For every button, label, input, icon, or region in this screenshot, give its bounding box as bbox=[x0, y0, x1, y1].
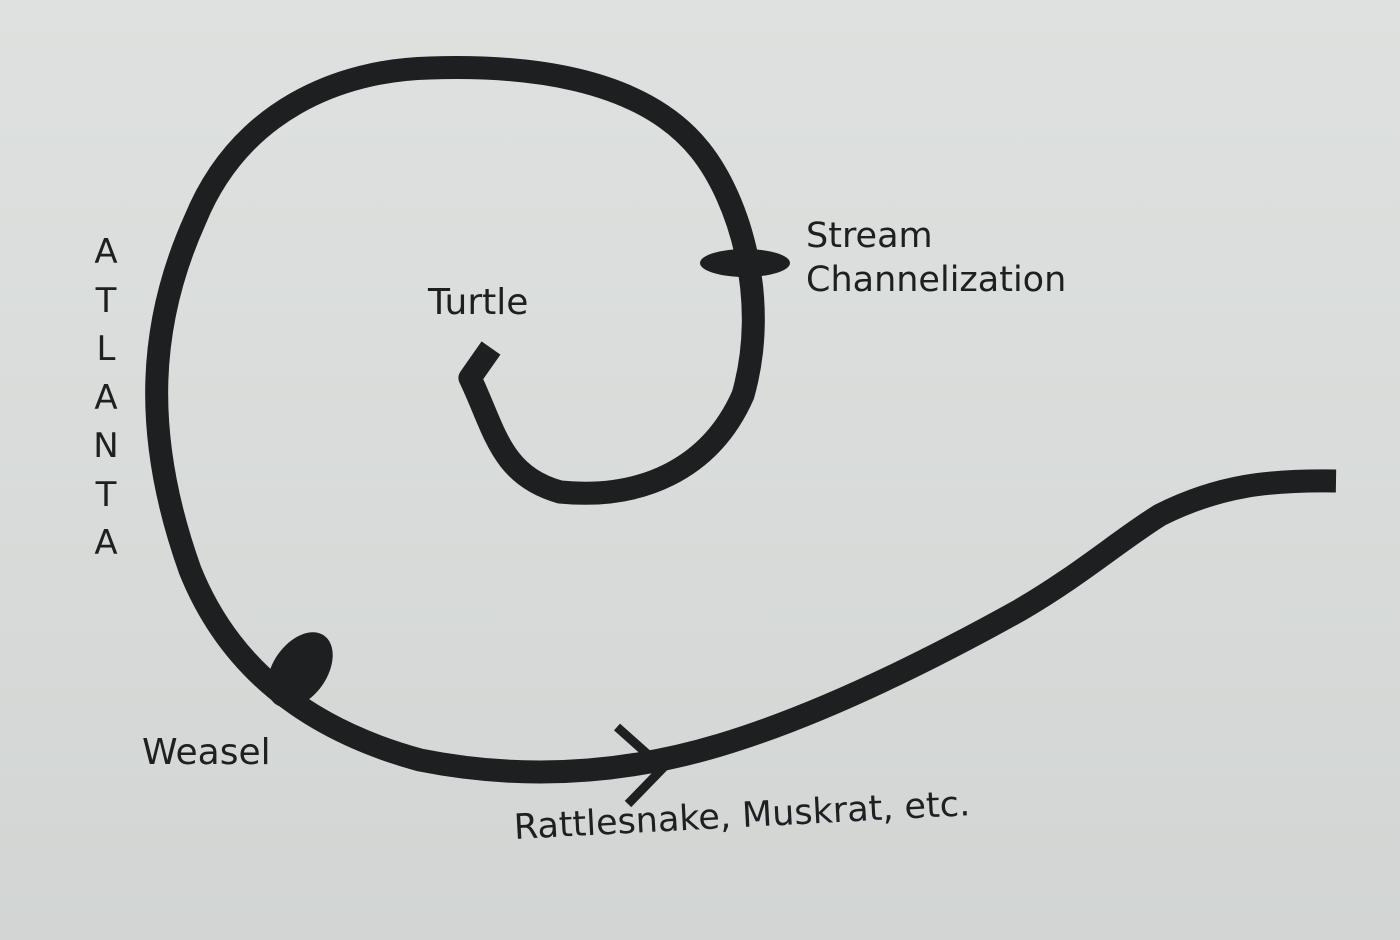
spiral-path bbox=[145, 56, 1337, 784]
direction-arrowhead bbox=[614, 723, 670, 808]
atlanta-letter: A bbox=[94, 523, 118, 563]
atlanta-letter: L bbox=[96, 329, 116, 369]
stream-channelization-label: Stream Channelization bbox=[806, 214, 1066, 302]
atlanta-vertical-label: A T L A N T A bbox=[88, 228, 124, 568]
atlanta-letter: T bbox=[95, 280, 117, 321]
atlanta-letter: A bbox=[94, 377, 118, 418]
stream-label-line2: Channelization bbox=[806, 260, 1067, 300]
turtle-label: Turtle bbox=[428, 282, 529, 323]
atlanta-letter: A bbox=[94, 232, 118, 272]
stream-label-line1: Stream bbox=[806, 216, 933, 256]
weasel-label: Weasel bbox=[142, 732, 271, 773]
stream-channelization-marker bbox=[700, 249, 790, 277]
atlanta-letter: T bbox=[95, 474, 117, 515]
weasel-marker bbox=[267, 632, 333, 708]
atlanta-letter: N bbox=[93, 426, 119, 466]
